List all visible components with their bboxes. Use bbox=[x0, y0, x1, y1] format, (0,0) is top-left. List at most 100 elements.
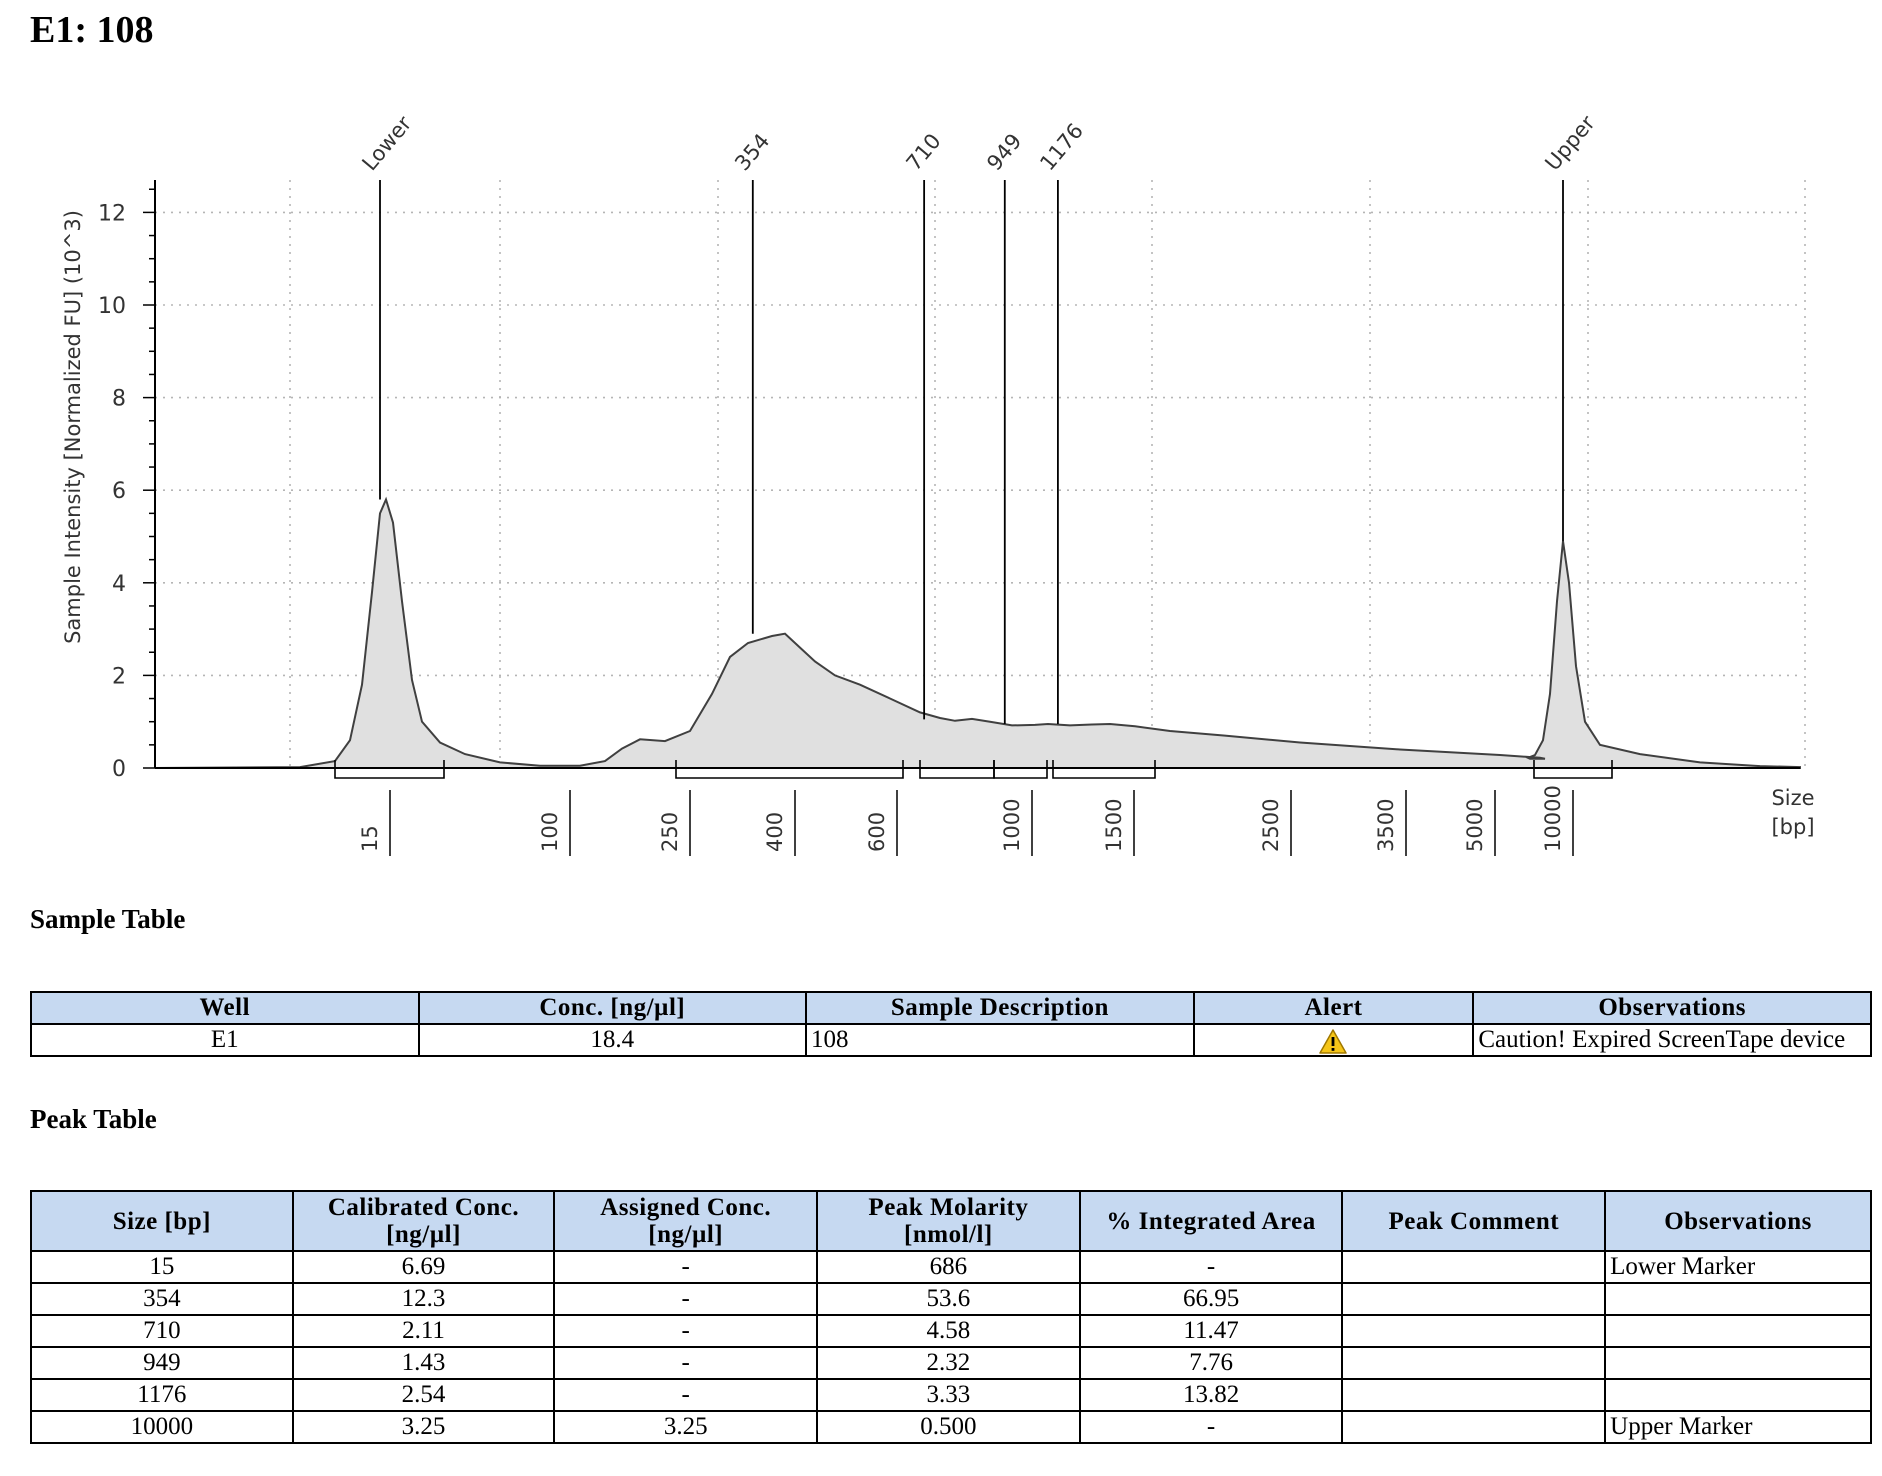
peak-label: Upper bbox=[1540, 111, 1599, 175]
cell-size: 15 bbox=[30, 1250, 294, 1284]
col-header-alert: Alert bbox=[1192, 991, 1475, 1025]
integration-bracket bbox=[675, 760, 904, 779]
cell-area: 11.47 bbox=[1078, 1314, 1344, 1348]
cell-conc: 18.4 bbox=[417, 1023, 808, 1057]
cell-assigned-conc: - bbox=[553, 1346, 819, 1380]
cell-size: 10000 bbox=[30, 1410, 294, 1444]
cell-size: 354 bbox=[30, 1282, 294, 1316]
peak-label: 949 bbox=[982, 129, 1026, 175]
y-tick-label: 2 bbox=[112, 664, 126, 689]
x-tick-label: 250 bbox=[658, 812, 682, 852]
col-header-integrated-area: % Integrated Area bbox=[1078, 1190, 1344, 1252]
cell-comment bbox=[1341, 1410, 1607, 1444]
col-header-peak-comment: Peak Comment bbox=[1341, 1190, 1607, 1252]
col-header-well: Well bbox=[30, 991, 420, 1025]
peak-label: 710 bbox=[902, 129, 946, 175]
col-header-size: Size [bp] bbox=[30, 1190, 294, 1252]
x-tick-label: 400 bbox=[763, 812, 787, 852]
cell-observations: Upper Marker bbox=[1604, 1410, 1872, 1444]
col-header-description: Sample Description bbox=[805, 991, 1195, 1025]
page-title: E1: 108 bbox=[30, 9, 154, 51]
cell-calibrated-conc: 1.43 bbox=[291, 1346, 556, 1380]
cell-molarity: 2.32 bbox=[816, 1346, 1081, 1380]
y-tick-labels: 0 2 4 6 8 10 12 bbox=[98, 201, 126, 782]
cell-comment bbox=[1341, 1250, 1607, 1284]
integration-bracket bbox=[1533, 760, 1613, 779]
cell-description: 108 bbox=[805, 1023, 1195, 1057]
sample-table-header-row: Well Conc. [ng/µl] Sample Description Al… bbox=[30, 991, 1872, 1025]
cell-molarity: 4.58 bbox=[816, 1314, 1081, 1348]
x-tick-label: 100 bbox=[538, 812, 562, 852]
x-tick-label: 1500 bbox=[1102, 799, 1126, 852]
col-header-conc: Conc. [ng/µl] bbox=[417, 991, 808, 1025]
cell-assigned-conc: - bbox=[553, 1282, 819, 1316]
cell-calibrated-conc: 2.54 bbox=[291, 1378, 556, 1412]
x-axis-unit-label: [bp] bbox=[1771, 815, 1814, 839]
sample-table: Well Conc. [ng/µl] Sample Description Al… bbox=[30, 991, 1872, 1057]
y-tick-label: 0 bbox=[112, 757, 126, 782]
x-tick-label: 3500 bbox=[1374, 799, 1398, 852]
peak-table-title: Peak Table bbox=[30, 1104, 157, 1134]
peak-table-header-row: Size [bp] Calibrated Conc. [ng/µl] Assign… bbox=[30, 1190, 1872, 1252]
x-tick-label: 2500 bbox=[1259, 799, 1283, 852]
peak-table: Size [bp] Calibrated Conc. [ng/µl] Assign… bbox=[30, 1190, 1872, 1444]
cell-comment bbox=[1341, 1314, 1607, 1348]
col-header-observations: Observations bbox=[1604, 1190, 1872, 1252]
cell-assigned-conc: - bbox=[553, 1378, 819, 1412]
header-unit: [ng/µl] bbox=[648, 1221, 724, 1248]
header-line: Peak Molarity bbox=[868, 1194, 1029, 1221]
table-row: E1 18.4 108 Caution! Expired ScreenTape … bbox=[30, 1023, 1872, 1057]
integration-bracket bbox=[1052, 760, 1156, 779]
header-unit: [nmol/l] bbox=[904, 1221, 993, 1248]
x-axis-label: Size bbox=[1771, 786, 1814, 810]
warning-triangle-icon bbox=[1319, 1029, 1348, 1054]
cell-molarity: 0.500 bbox=[816, 1410, 1081, 1444]
cell-area: 13.82 bbox=[1078, 1378, 1344, 1412]
cell-observations: Caution! Expired ScreenTape device bbox=[1472, 1023, 1872, 1057]
cell-assigned-conc: - bbox=[553, 1250, 819, 1284]
cell-observations bbox=[1604, 1346, 1872, 1380]
sample-trace bbox=[154, 496, 1801, 769]
x-tick-labels: 15 100 250 400 600 1000 1500 2500 3500 5000 10000 bbox=[358, 785, 1574, 856]
cell-area: 66.95 bbox=[1078, 1282, 1344, 1316]
y-tick-label: 6 bbox=[112, 479, 126, 504]
cell-observations bbox=[1604, 1378, 1872, 1412]
sample-table-title: Sample Table bbox=[30, 904, 186, 934]
peak-label: 354 bbox=[730, 129, 774, 175]
electropherogram-chart: Sample Intensity [Normalized FU] (10^3) … bbox=[61, 111, 1815, 856]
table-row: 15 6.69 - 686 - Lower Marker bbox=[30, 1250, 1872, 1284]
cell-calibrated-conc: 12.3 bbox=[291, 1282, 556, 1316]
y-tick-label: 8 bbox=[112, 387, 126, 412]
cell-size: 1176 bbox=[30, 1378, 294, 1412]
table-row: 354 12.3 - 53.6 66.95 bbox=[30, 1282, 1872, 1316]
cell-molarity: 53.6 bbox=[816, 1282, 1081, 1316]
y-tick-label: 10 bbox=[98, 294, 126, 319]
cell-molarity: 3.33 bbox=[816, 1378, 1081, 1412]
cell-area: - bbox=[1078, 1410, 1344, 1444]
col-header-peak-molarity: Peak Molarity [nmol/l] bbox=[816, 1190, 1081, 1252]
cell-well: E1 bbox=[30, 1023, 420, 1057]
peak-label: 1176 bbox=[1035, 119, 1088, 175]
y-axis-label: Sample Intensity [Normalized FU] (10^3) bbox=[61, 210, 85, 644]
cell-calibrated-conc: 3.25 bbox=[291, 1410, 556, 1444]
x-tick-label: 15 bbox=[358, 825, 382, 852]
x-tick-label: 5000 bbox=[1463, 799, 1487, 852]
peak-markers: Lower 354 710 949 1176 Upper bbox=[357, 111, 1600, 725]
table-row: 710 2.11 - 4.58 11.47 bbox=[30, 1314, 1872, 1348]
x-tick-label: 1000 bbox=[1000, 799, 1024, 852]
cell-molarity: 686 bbox=[816, 1250, 1081, 1284]
y-tick-label: 4 bbox=[112, 572, 126, 597]
cell-assigned-conc: 3.25 bbox=[553, 1410, 819, 1444]
y-tick-label: 12 bbox=[98, 201, 126, 226]
col-header-observations: Observations bbox=[1472, 991, 1872, 1025]
cell-observations bbox=[1604, 1282, 1872, 1316]
cell-observations bbox=[1604, 1314, 1872, 1348]
chart-axes: Sample Intensity [Normalized FU] (10^3) … bbox=[61, 180, 1815, 839]
cell-comment bbox=[1341, 1378, 1607, 1412]
chart-grid bbox=[155, 180, 1806, 768]
table-row: 1176 2.54 - 3.33 13.82 bbox=[30, 1378, 1872, 1412]
cell-alert bbox=[1192, 1023, 1475, 1057]
chart-curve-layer bbox=[154, 496, 1801, 769]
header-line: Assigned Conc. bbox=[600, 1194, 772, 1221]
col-header-calibrated-conc: Calibrated Conc. [ng/µl] bbox=[291, 1190, 556, 1252]
